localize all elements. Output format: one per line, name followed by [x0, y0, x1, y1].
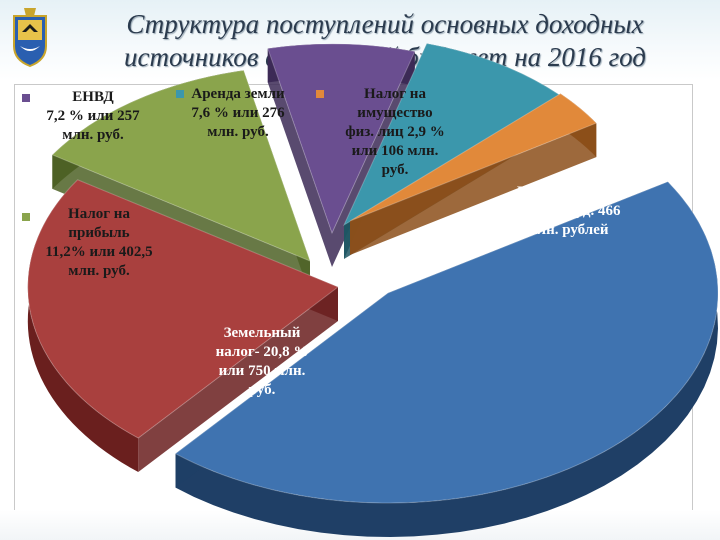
label-property-line: имущество: [357, 105, 433, 121]
label-property: Налог на имущество физ. лиц 2,9 % или 106 м…: [320, 85, 470, 180]
label-ndfl: НДФЛ - 40,7 % или 1 млрд. 466 млн. рублей: [483, 183, 653, 240]
label-envd-line: 7,2 % или 257: [46, 108, 140, 124]
label-rent-line: 7,6 % или 276: [191, 105, 285, 121]
label-ndfl-line: млн. рублей: [527, 222, 609, 238]
label-rent-line: Аренда земли: [191, 86, 285, 102]
slice-top-property: [349, 93, 598, 222]
label-ndfl-line: НДФЛ - 40,7 %: [516, 184, 620, 200]
slice-wall-envd-0: [267, 48, 332, 267]
title-line-1: Структура поступлений основных доходных: [126, 9, 644, 39]
slice-side-ndfl: [175, 181, 718, 537]
label-land-line: Земельный: [223, 325, 301, 341]
slice-property: [349, 93, 598, 255]
city-emblem: [13, 8, 47, 68]
legend-marker-envd: [22, 94, 30, 102]
label-rent: Аренда земли 7,6 % или 276 млн. руб.: [182, 85, 294, 142]
label-land: Земельный налог- 20,8 % или 750 млн. руб.: [182, 324, 342, 400]
legend-marker-rent: [176, 90, 184, 98]
label-profit-line: прибыль: [68, 225, 130, 241]
slice-ndfl: [174, 181, 719, 537]
label-property-line: руб.: [381, 162, 409, 178]
label-land-line: руб.: [248, 382, 276, 398]
label-rent-line: млн. руб.: [207, 124, 269, 140]
label-profit-line: млн. руб.: [68, 263, 130, 279]
label-property-line: Налог на: [364, 86, 426, 102]
label-ndfl-line: или 1 млрд. 466: [515, 203, 621, 219]
slice-wall-property-1: [350, 123, 597, 255]
label-envd-line: ЕНВД: [72, 89, 114, 105]
slice-wall-land-0: [138, 287, 338, 473]
label-property-line: или 106 млн.: [351, 143, 439, 159]
slice-side-land: [27, 179, 139, 473]
label-profit: Налог на прибыль 11,2% или 402,5 млн. руб.: [24, 205, 174, 281]
label-property-line: физ. лиц 2,9 %: [345, 124, 445, 140]
slice-top-land: [27, 179, 339, 439]
slice-top-rent: [342, 42, 561, 227]
legend-marker-profit: [22, 213, 30, 221]
label-profit-line: Налог на: [68, 206, 130, 222]
label-land-line: налог- 20,8 %: [215, 344, 309, 360]
label-envd-line: млн. руб.: [62, 127, 124, 143]
label-envd: ЕНВД 7,2 % или 257 млн. руб.: [28, 88, 158, 145]
label-profit-line: 11,2% или 402,5: [45, 244, 153, 260]
legend-marker-property: [316, 90, 324, 98]
slice-top-envd: [267, 43, 416, 235]
slice-top-profit: [51, 69, 311, 262]
label-land-line: или 750 млн.: [218, 363, 306, 379]
page-title: Структура поступлений основных доходных …: [60, 8, 710, 74]
slice-land: [27, 179, 339, 473]
slice-top-ndfl: [174, 181, 719, 504]
